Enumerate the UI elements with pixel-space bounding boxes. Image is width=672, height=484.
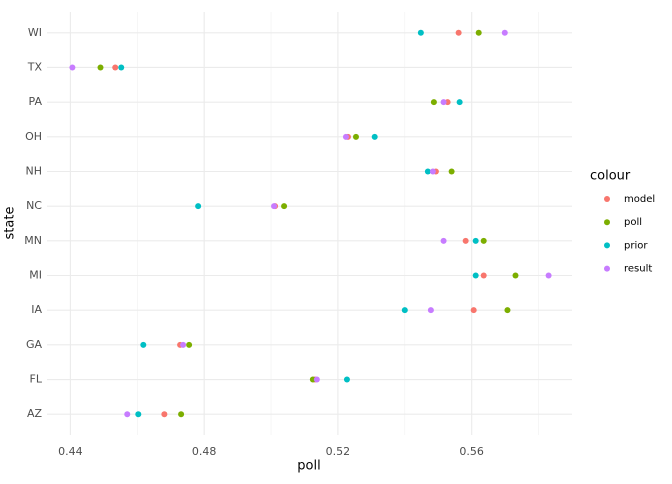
y-tick-label: PA xyxy=(29,95,43,108)
dot xyxy=(480,237,487,244)
dot xyxy=(475,29,482,36)
y-axis-title: state xyxy=(3,207,18,240)
dot xyxy=(456,99,463,106)
y-tick-label: AZ xyxy=(27,407,43,420)
dot xyxy=(69,64,76,71)
legend-swatch xyxy=(604,196,610,202)
dot xyxy=(180,341,187,348)
legend-swatch xyxy=(604,265,610,272)
dot xyxy=(440,99,447,106)
dot xyxy=(472,237,479,244)
dot xyxy=(352,133,359,140)
y-tick-label: GA xyxy=(26,338,43,351)
dot xyxy=(504,307,511,314)
dot xyxy=(417,29,424,36)
dot xyxy=(430,99,437,106)
x-tick-label: 0.56 xyxy=(459,445,484,458)
y-tick-label: MI xyxy=(29,269,42,282)
dot xyxy=(440,237,447,244)
legend-title: colour xyxy=(590,169,631,184)
dot xyxy=(343,376,350,383)
dot xyxy=(271,203,278,210)
dot xyxy=(112,64,119,71)
dot xyxy=(371,133,378,140)
dot xyxy=(501,29,508,36)
y-tick-label: MN xyxy=(24,234,42,247)
legend-label: prior xyxy=(624,240,648,251)
x-tick-label: 0.48 xyxy=(192,445,217,458)
y-tick-label: OH xyxy=(25,130,42,143)
legend-swatch xyxy=(604,242,610,249)
y-tick-label: IA xyxy=(31,303,42,316)
dot xyxy=(480,272,487,279)
dot xyxy=(124,411,131,418)
y-tick-label: FL xyxy=(30,373,43,386)
dot xyxy=(135,411,142,418)
dot xyxy=(448,168,455,175)
legend-label: result xyxy=(624,264,652,275)
legend-label: model xyxy=(624,194,655,205)
dot xyxy=(455,29,462,36)
x-tick-label: 0.44 xyxy=(58,445,83,458)
dot xyxy=(470,307,477,314)
dot xyxy=(424,168,431,175)
dot xyxy=(140,341,147,348)
y-tick-label: WI xyxy=(28,26,42,39)
dot xyxy=(178,411,185,418)
dot xyxy=(429,168,436,175)
y-tick-label: NC xyxy=(26,199,42,212)
dot xyxy=(161,411,168,418)
dot xyxy=(472,272,479,279)
dot xyxy=(427,307,434,314)
legend-swatch xyxy=(604,219,610,226)
dot xyxy=(186,341,193,348)
legend-label: poll xyxy=(624,217,642,228)
x-axis-title: poll xyxy=(297,459,320,474)
y-tick-label: NH xyxy=(26,164,43,177)
dot xyxy=(195,203,202,210)
dot xyxy=(97,64,104,71)
dot xyxy=(313,376,320,383)
dot xyxy=(512,272,519,279)
dot xyxy=(545,272,552,279)
dot xyxy=(281,203,288,210)
dot xyxy=(342,133,349,140)
dot xyxy=(462,237,469,244)
dot xyxy=(401,307,408,314)
x-tick-label: 0.52 xyxy=(326,445,351,458)
dot xyxy=(118,64,125,71)
y-tick-label: TX xyxy=(27,60,43,73)
